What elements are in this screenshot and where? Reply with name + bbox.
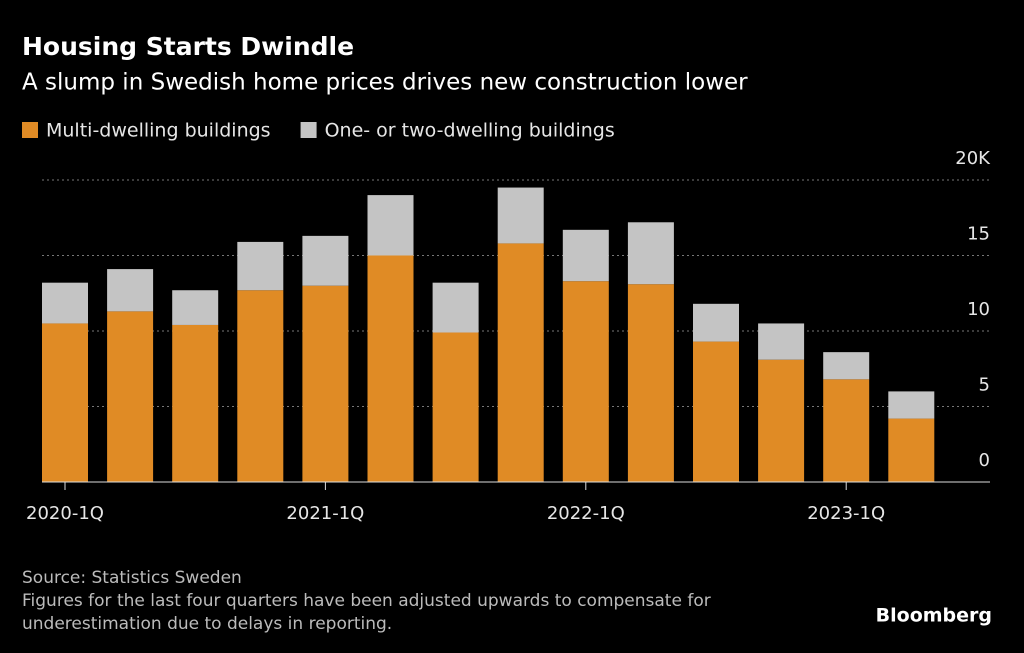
legend-swatch — [22, 122, 38, 138]
bar — [432, 332, 479, 482]
note: Figures for the last four quarters have … — [22, 591, 711, 611]
y-tick-label: 15 — [967, 224, 990, 245]
chart-title: Housing Starts Dwindle — [22, 32, 354, 61]
bar — [107, 269, 154, 312]
bar — [758, 323, 805, 360]
bar — [107, 311, 154, 482]
bar — [627, 222, 674, 285]
bar — [302, 235, 349, 286]
x-tick-label: 2021-1Q — [286, 503, 364, 524]
y-tick-label: 20K — [955, 148, 991, 169]
bar — [627, 284, 674, 482]
bar — [432, 282, 479, 333]
bar — [888, 391, 935, 419]
bar — [823, 379, 870, 482]
brand: Bloomberg — [876, 605, 992, 627]
legend-swatch — [300, 122, 317, 138]
bar — [367, 195, 414, 256]
bar — [237, 241, 284, 291]
bar — [497, 187, 544, 244]
bar — [758, 359, 805, 482]
bar — [42, 323, 88, 482]
bar — [497, 243, 544, 482]
bar — [562, 229, 609, 282]
source: Source: Statistics Sweden — [22, 568, 242, 588]
legend-label: One- or two-dwelling buildings — [325, 120, 615, 142]
x-tick-label: 2023-1Q — [807, 503, 885, 524]
bar — [693, 341, 739, 482]
x-tick-label: 2020-1Q — [26, 503, 104, 524]
bar — [42, 282, 88, 324]
bar — [888, 418, 935, 482]
bar — [302, 285, 349, 482]
y-tick-label: 5 — [979, 375, 990, 396]
bar — [172, 324, 219, 482]
y-tick-label: 0 — [979, 450, 990, 471]
legend-label: Multi-dwelling buildings — [46, 120, 271, 142]
bar — [237, 290, 284, 482]
note: underestimation due to delays in reporti… — [22, 614, 392, 634]
bar — [693, 303, 739, 342]
x-tick-label: 2022-1Q — [547, 503, 625, 524]
bar — [562, 281, 609, 482]
y-tick-label: 10 — [967, 299, 990, 320]
bar — [172, 290, 219, 325]
chart-subtitle: A slump in Swedish home prices drives ne… — [22, 70, 748, 96]
bar — [367, 255, 414, 482]
bar — [823, 352, 870, 380]
